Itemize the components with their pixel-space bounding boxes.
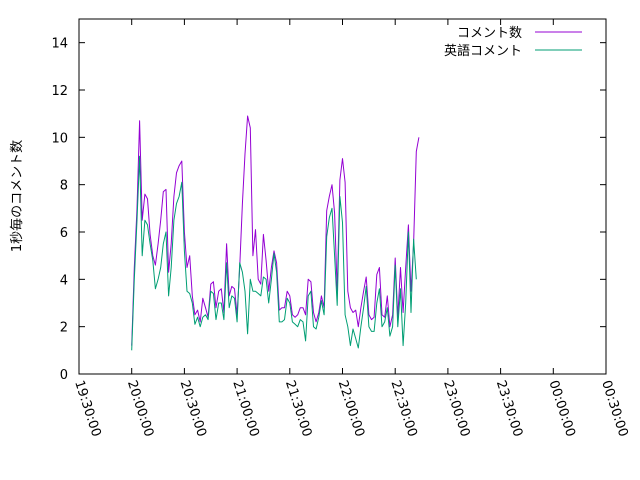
y-axis: 0 2 4 6 8 10 12 14 <box>51 37 606 383</box>
legend-label: コメント数 <box>457 26 522 41</box>
x-axis: 19:30:00 20:00:00 20:30:00 21:00:00 21:30:00… <box>71 19 631 439</box>
y-tick-label: 12 <box>51 84 68 99</box>
y-tick-label: 6 <box>60 226 68 241</box>
plot-frame <box>78 18 607 375</box>
x-tick-label: 00:30:00 <box>598 379 630 439</box>
x-tick-label: 22:30:00 <box>387 379 419 439</box>
x-tick-label: 21:30:00 <box>282 379 314 439</box>
legend-label: 英語コメント <box>444 43 522 59</box>
y-tick-label: 14 <box>51 37 68 52</box>
series-line-1 <box>131 115 420 346</box>
x-tick-label: 20:00:00 <box>124 379 156 439</box>
x-tick-label: 00:00:00 <box>545 379 577 439</box>
x-tick-label: 23:00:00 <box>440 379 472 439</box>
y-tick-label: 0 <box>60 368 68 383</box>
y-tick-label: 10 <box>51 131 68 146</box>
y-axis-label: 1秒毎のコメント数 <box>9 140 25 252</box>
x-tick-label: 20:30:00 <box>177 379 209 439</box>
x-tick-label: 21:00:00 <box>229 379 261 439</box>
x-tick-label: 22:00:00 <box>335 379 367 439</box>
y-tick-label: 2 <box>60 321 68 336</box>
series-line-2 <box>131 155 417 351</box>
y-tick-label: 4 <box>60 273 68 288</box>
y-tick-label: 8 <box>60 179 68 194</box>
x-tick-label: 19:30:00 <box>71 379 103 439</box>
plot-lines <box>131 115 420 351</box>
x-tick-label: 23:30:00 <box>493 379 525 439</box>
